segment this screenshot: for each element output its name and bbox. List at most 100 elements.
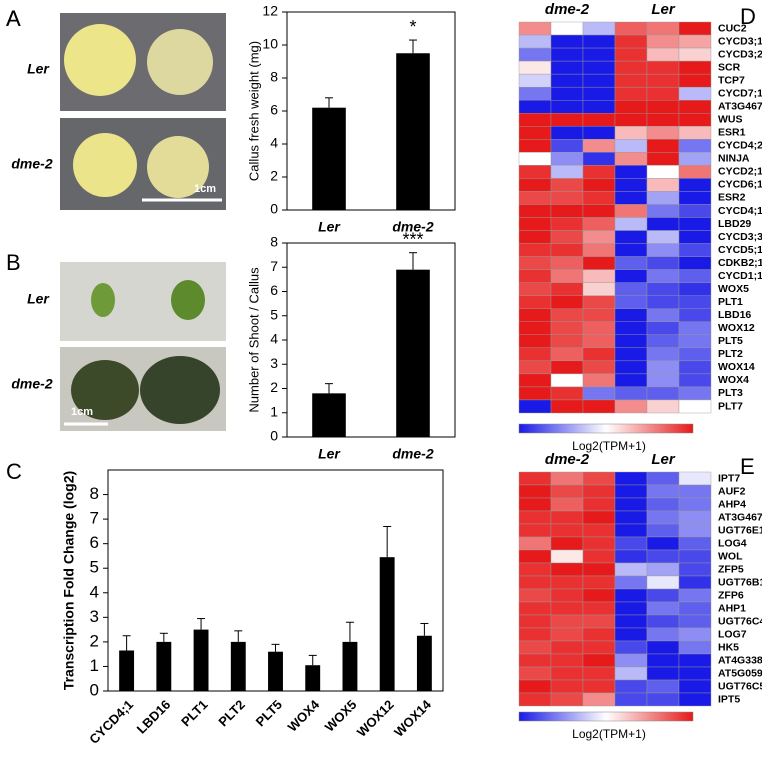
- y-tick-label: 8: [90, 484, 99, 503]
- heat-cell: [646, 653, 680, 668]
- bar: [305, 665, 321, 691]
- heat-cell: [678, 373, 712, 388]
- heat-cell: [582, 523, 616, 538]
- heat-cell: [550, 86, 584, 101]
- y-tick-label: 4: [90, 582, 99, 601]
- heat-cell: [518, 510, 552, 525]
- x-tick-label: WOX14: [391, 696, 434, 739]
- heat-cell: [646, 126, 680, 140]
- row-label: PLT2: [718, 348, 743, 360]
- row-label: AT5G05900: [718, 667, 762, 679]
- significance: *: [409, 17, 416, 37]
- row-label: CYCD4;1: [718, 205, 762, 217]
- colorbar: [518, 423, 694, 434]
- heat-cell: [550, 536, 584, 551]
- heat-cell: [614, 178, 648, 192]
- heat-cell: [614, 614, 648, 629]
- callus: [64, 24, 136, 96]
- heat-cell: [678, 679, 712, 694]
- heat-cell: [678, 562, 712, 577]
- heat-cell: [550, 295, 584, 309]
- row-label: IPT7: [718, 472, 740, 484]
- heat-cell: [646, 21, 680, 36]
- heat-cell: [582, 230, 616, 244]
- row-label: PLT5: [718, 335, 743, 347]
- column-group-label: Ler: [651, 1, 676, 18]
- heat-cell: [518, 497, 552, 512]
- row-label: WOX5: [718, 283, 749, 295]
- row-label: IPT5: [718, 693, 740, 705]
- y-tick-label: 2: [270, 168, 278, 184]
- heat-cell: [678, 152, 712, 166]
- heat-cell: [678, 614, 712, 629]
- heat-cell: [646, 575, 680, 590]
- photo-label: Ler: [27, 291, 50, 307]
- error-bar: [383, 525, 392, 558]
- heat-cell: [678, 510, 712, 525]
- heat-cell: [614, 126, 648, 140]
- heat-cell: [550, 549, 584, 564]
- heat-cell: [614, 692, 648, 707]
- heat-cell: [646, 269, 680, 283]
- heat-cell: [678, 653, 712, 668]
- heat-cell: [646, 60, 680, 75]
- row-label: UGT76C4: [718, 615, 762, 627]
- heat-cell: [518, 308, 552, 322]
- heat-cell: [678, 640, 712, 655]
- heat-cell: [518, 692, 552, 707]
- row-label: ESR2: [718, 192, 746, 204]
- heat-cell: [550, 334, 584, 349]
- heat-cell: [550, 243, 584, 257]
- heat-cell: [646, 282, 680, 296]
- significance: ***: [402, 229, 423, 249]
- heat-cell: [550, 601, 584, 616]
- heat-cell: [518, 217, 552, 231]
- heat-cell: [678, 588, 712, 603]
- heat-cell: [550, 360, 584, 375]
- heat-cell: [550, 204, 584, 218]
- heat-cell: [582, 113, 616, 127]
- row-label: CYCD3;1: [718, 35, 762, 47]
- heat-cell: [550, 347, 584, 362]
- heat-cell: [614, 217, 648, 231]
- heat-cell: [614, 399, 648, 414]
- x-tick-label: WOX4: [285, 696, 323, 734]
- bar: [416, 635, 432, 691]
- row-label: HK5: [718, 641, 739, 653]
- row-label: CUC2: [718, 22, 747, 34]
- heat-cell: [646, 295, 680, 309]
- heat-cell: [678, 126, 712, 140]
- heat-cell: [646, 627, 680, 642]
- heat-cell: [582, 191, 616, 205]
- heat-cell: [550, 588, 584, 603]
- row-label: ESR1: [718, 127, 746, 139]
- bar: [379, 557, 395, 691]
- heat-cell: [582, 386, 616, 401]
- heat-cell: [646, 601, 680, 616]
- x-tick-label: dme-2: [392, 446, 433, 462]
- y-axis-label: Transcription Fold Change (log2): [61, 471, 77, 690]
- heat-cell: [646, 308, 680, 322]
- row-label: ZFP6: [718, 589, 744, 601]
- heat-cell: [614, 230, 648, 244]
- heat-cell: [614, 549, 648, 564]
- heat-cell: [646, 334, 680, 349]
- heat-cell: [582, 692, 616, 707]
- heat-cell: [518, 627, 552, 642]
- row-label: CYCD4;2: [718, 140, 762, 152]
- row-label: UGT76C5: [718, 680, 762, 692]
- heat-cell: [582, 73, 616, 88]
- heat-cell: [582, 295, 616, 309]
- heat-cell: [678, 471, 712, 486]
- heat-cell: [582, 282, 616, 296]
- heat-cell: [614, 47, 648, 62]
- row-label: AHP4: [718, 498, 746, 510]
- heat-cell: [678, 256, 712, 270]
- row-label: LBD29: [718, 218, 751, 230]
- row-label: CYCD5;1: [718, 244, 762, 256]
- heat-cell: [614, 562, 648, 577]
- heat-cell: [646, 386, 680, 401]
- heat-cell: [614, 653, 648, 668]
- heat-cell: [582, 575, 616, 590]
- row-label: CYCD6;1: [718, 179, 762, 191]
